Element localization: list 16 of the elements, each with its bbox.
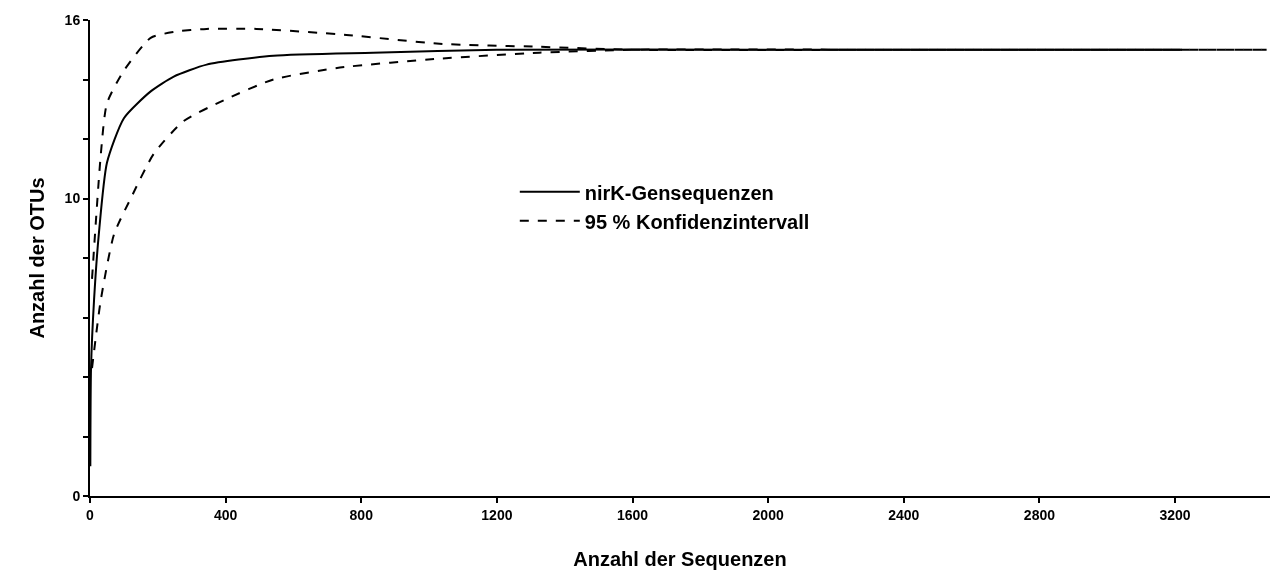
y-tick-label: 16 [64, 11, 81, 28]
x-tick-label: 400 [213, 506, 238, 523]
legend-label: nirK-Gensequenzen [584, 181, 774, 204]
y-tick-label: 0 [72, 487, 81, 504]
y-tick-label: 10 [64, 190, 81, 207]
x-tick-label: 0 [86, 506, 95, 523]
x-tick-label: 800 [349, 506, 374, 523]
x-tick-label: 3200 [1159, 506, 1191, 523]
x-tick-label: 2800 [1023, 506, 1056, 523]
x-axis-title: Anzahl der Sequenzen [573, 547, 787, 570]
legend-label: 95 % Konfidenzintervall [584, 210, 810, 233]
x-tick-label: 2000 [752, 506, 784, 523]
x-tick-label: 1600 [616, 506, 649, 523]
y-axis-title: Anzahl der OTUs [25, 177, 48, 339]
x-tick-label: 2400 [888, 506, 920, 523]
x-tick-label: 1200 [481, 506, 513, 523]
